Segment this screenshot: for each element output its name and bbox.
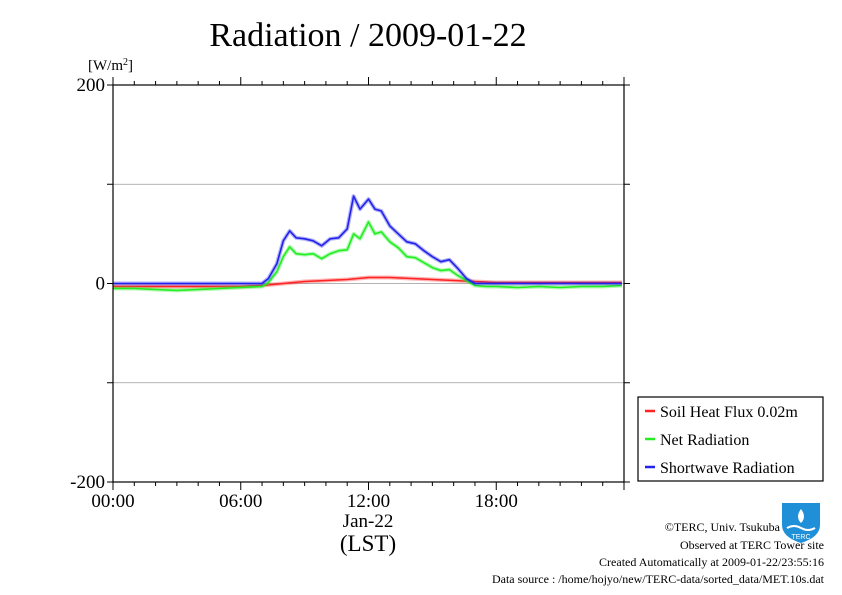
series-line-soil-heat-flux-0-02m: [113, 276, 622, 288]
x-tick-label: 06:00: [219, 491, 262, 512]
y-tick-label: 200: [77, 75, 106, 96]
series-halo-shortwave-radiation: [113, 194, 622, 286]
legend: Soil Heat Flux 0.02m Net Radiation Shortwa…: [637, 396, 824, 482]
x-date-label: Jan-22: [343, 511, 394, 532]
footer-source: Data source : /home/hojyo/new/TERC-data/…: [492, 572, 825, 586]
footer-created: Created Automatically at 2009-01-22/23:5…: [599, 555, 824, 569]
legend-box: [637, 396, 824, 482]
series-line-shortwave-radiation: [113, 195, 622, 285]
footer-copyright: ©TERC, Univ. Tsukuba: [665, 520, 781, 534]
series-line-net-radiation: [113, 221, 622, 292]
y-axis-ticks: 200 0 -200: [70, 75, 630, 493]
x-tick-label: 18:00: [475, 491, 518, 512]
y-axis-unit: [W/m2]: [88, 57, 133, 74]
y-tick-label: 0: [96, 274, 106, 295]
x-tick-label: 00:00: [91, 491, 134, 512]
series-halo-net-radiation: [113, 220, 623, 293]
chart-title: Radiation / 2009-01-22: [209, 17, 526, 54]
x-tick-label: 12:00: [347, 491, 390, 512]
footer-observed: Observed at TERC Tower site: [680, 538, 824, 552]
logo-text: TERC: [791, 534, 810, 541]
y-tick-label: -200: [70, 472, 105, 493]
x-timezone-label: (LST): [340, 531, 396, 556]
legend-label: Shortwave Radiation: [660, 460, 795, 477]
legend-label: Net Radiation: [660, 432, 749, 449]
series-lines: [113, 194, 623, 293]
x-axis-ticks: 00:00 06:00 12:00 18:00: [91, 77, 625, 512]
terc-logo: TERC: [782, 503, 820, 543]
legend-label: Soil Heat Flux 0.02m: [660, 404, 798, 421]
